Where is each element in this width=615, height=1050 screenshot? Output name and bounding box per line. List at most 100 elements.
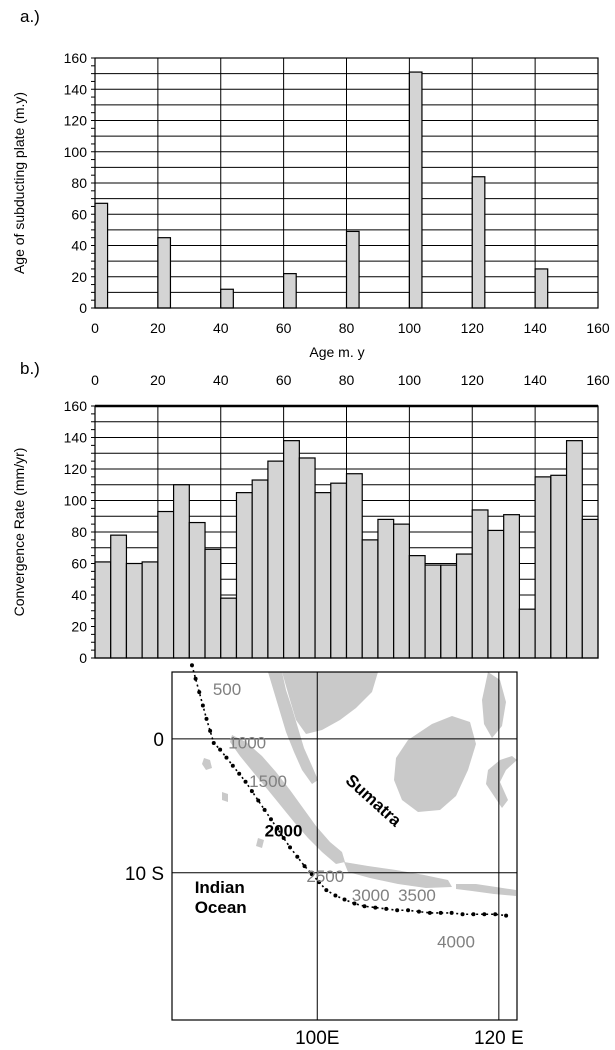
map-track-labels: 500 1000 1500 2000 2500 3000 3500 4000	[213, 680, 475, 952]
x-tick-label: 0	[91, 320, 99, 336]
bar	[534, 268, 549, 309]
y-tick-label: 20	[71, 619, 87, 635]
track-point	[243, 779, 248, 784]
track-point	[324, 888, 329, 893]
panel-b-bars	[94, 440, 599, 659]
java-land	[344, 862, 452, 888]
x-tick-label: 40	[213, 372, 229, 388]
track-point	[218, 747, 223, 752]
panel-a-bars	[94, 71, 549, 309]
bar	[172, 484, 190, 659]
x-tick-label: 100	[398, 320, 422, 336]
track-point	[237, 771, 242, 776]
track-line	[191, 665, 507, 917]
track-point	[333, 893, 338, 898]
bar	[251, 479, 269, 659]
track-label: 4000	[437, 933, 475, 952]
lesser-sunda-land	[456, 884, 516, 896]
y-tick-label: 40	[71, 238, 87, 254]
y-tick-label: 100	[64, 493, 88, 509]
x-tick-label: 160	[586, 320, 610, 336]
bar	[204, 548, 222, 659]
y-tick-label: 60	[71, 556, 87, 572]
x-tick-label: 40	[213, 320, 229, 336]
track-point	[189, 663, 194, 668]
map-lon-label: 120 E	[474, 1028, 524, 1049]
bar	[141, 561, 159, 659]
track-point	[197, 690, 202, 695]
track-point	[200, 703, 205, 708]
track-point	[288, 845, 293, 850]
track-point	[504, 913, 509, 918]
panel-a-y-axis-label: Age of subducting plate (m.y)	[11, 92, 27, 274]
track-point	[281, 835, 286, 840]
x-tick-label: 20	[150, 320, 166, 336]
y-tick-label: 60	[71, 206, 87, 222]
bar	[188, 521, 206, 659]
x-tick-label: 20	[150, 372, 166, 388]
bar	[377, 518, 395, 659]
bar	[94, 202, 109, 309]
bar	[565, 440, 583, 659]
bar	[345, 473, 363, 659]
x-tick-label: 100	[398, 372, 422, 388]
track-point	[352, 901, 357, 906]
track-point	[211, 740, 216, 745]
track-point	[460, 912, 465, 917]
bar	[408, 71, 423, 309]
panel-b-y-ticks: 0 20 40 60 80 100 120 140 160	[64, 398, 88, 666]
panel-b-label: b.)	[20, 359, 40, 378]
malay-peninsula-land	[268, 672, 318, 784]
bar	[157, 237, 172, 309]
track-label: 3000	[352, 886, 390, 905]
bar	[235, 492, 253, 659]
track-label: 1000	[228, 733, 266, 752]
panel-a-x-axis-label: Age m. y	[309, 344, 364, 360]
track-point	[342, 897, 347, 902]
track-point	[449, 910, 454, 915]
y-tick-label: 140	[64, 430, 88, 446]
bar	[471, 509, 489, 659]
track-point	[427, 910, 432, 915]
map-lat-label: 0	[153, 730, 164, 751]
track-point	[193, 676, 198, 681]
bar	[330, 482, 348, 659]
panel-a-label: a.)	[20, 7, 40, 26]
western-islands-land	[202, 758, 264, 848]
bar	[110, 534, 128, 659]
panel-a-frame	[94, 57, 599, 309]
y-tick-label: 40	[71, 587, 87, 603]
borneo-land	[394, 716, 476, 812]
x-tick-label: 60	[276, 372, 292, 388]
track-label: 1500	[249, 772, 287, 791]
philippines-land	[482, 672, 506, 738]
sumatra-land	[230, 735, 345, 864]
panel-a-y-ticks: 0 20 40 60 80 100 120 140 160	[64, 50, 88, 316]
track-point	[362, 904, 367, 909]
track-point	[268, 817, 273, 822]
map-frame	[171, 671, 518, 1021]
map-ticks: 0 10 S 100E 120 E	[125, 730, 524, 1049]
track-point	[438, 910, 443, 915]
bar	[440, 564, 458, 659]
sulawesi-land	[486, 756, 517, 808]
map-lat-label: 10 S	[125, 864, 164, 885]
track-point	[406, 908, 411, 913]
panel-a-x-ticks: 0 20 40 60 80 100 120 140 160	[91, 320, 610, 336]
track-point	[204, 716, 209, 721]
track-point	[309, 872, 314, 877]
map-grid	[172, 672, 517, 1020]
map-track	[189, 663, 509, 918]
y-tick-label: 0	[79, 300, 87, 316]
x-tick-label: 140	[523, 372, 547, 388]
track-label: 2000	[265, 822, 303, 841]
track-label: 2500	[306, 867, 344, 886]
track-point	[275, 826, 280, 831]
bar	[220, 288, 234, 309]
track-point	[249, 789, 254, 794]
x-tick-label: 80	[339, 372, 355, 388]
map-landmasses	[172, 672, 517, 1020]
bar	[220, 597, 238, 659]
bar	[408, 555, 426, 659]
track-point	[224, 755, 229, 760]
